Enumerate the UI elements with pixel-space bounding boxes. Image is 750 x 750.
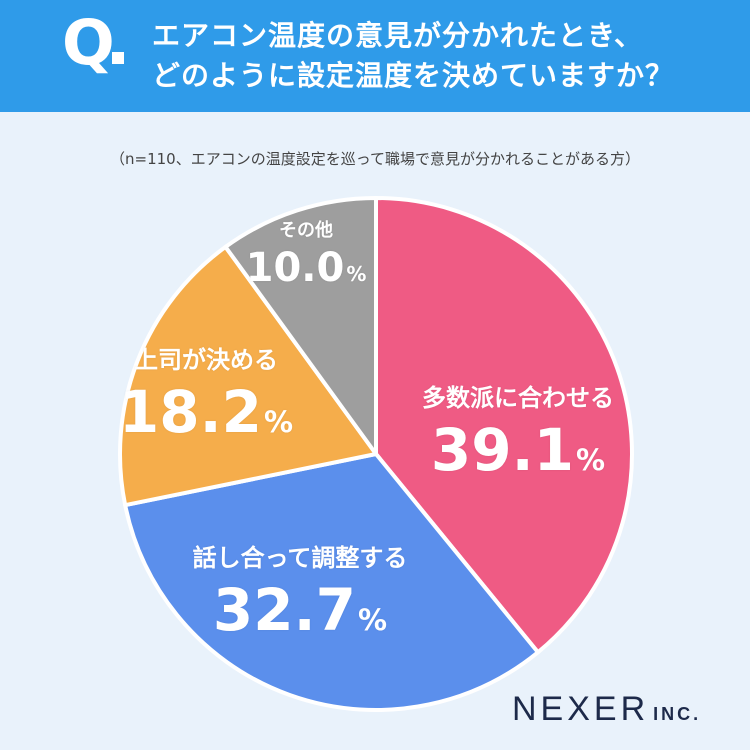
logo-main: NEXER	[512, 690, 649, 728]
slice-unit-3: %	[264, 405, 293, 439]
slice-category-3: 上司が決める	[56, 340, 356, 375]
slice-value-4: 10.0	[246, 245, 345, 291]
slice-unit-4: %	[346, 262, 366, 286]
slice-category-2: 話し合って調整する	[150, 538, 450, 573]
slice-percent-1: 39.1%	[368, 421, 668, 479]
slice-label-4: その他 10.0%	[156, 216, 456, 288]
slice-value-2: 32.7	[213, 576, 356, 644]
slice-category-1: 多数派に合わせる	[368, 378, 668, 413]
slice-category-4: その他	[156, 216, 456, 242]
nexer-logo: NEXER INC.	[512, 690, 701, 729]
slice-label-2: 話し合って調整する 32.7%	[150, 538, 450, 639]
slice-unit-2: %	[358, 603, 387, 637]
slice-label-1: 多数派に合わせる 39.1%	[368, 378, 668, 479]
slice-percent-4: 10.0%	[156, 248, 456, 288]
slice-value-3: 18.2	[119, 378, 262, 446]
slice-percent-3: 18.2%	[56, 383, 356, 441]
slice-label-3: 上司が決める 18.2%	[56, 340, 356, 441]
slice-unit-1: %	[576, 443, 605, 477]
slice-percent-2: 32.7%	[150, 581, 450, 639]
logo-sub: INC.	[653, 704, 701, 724]
slice-value-1: 39.1	[431, 416, 574, 484]
